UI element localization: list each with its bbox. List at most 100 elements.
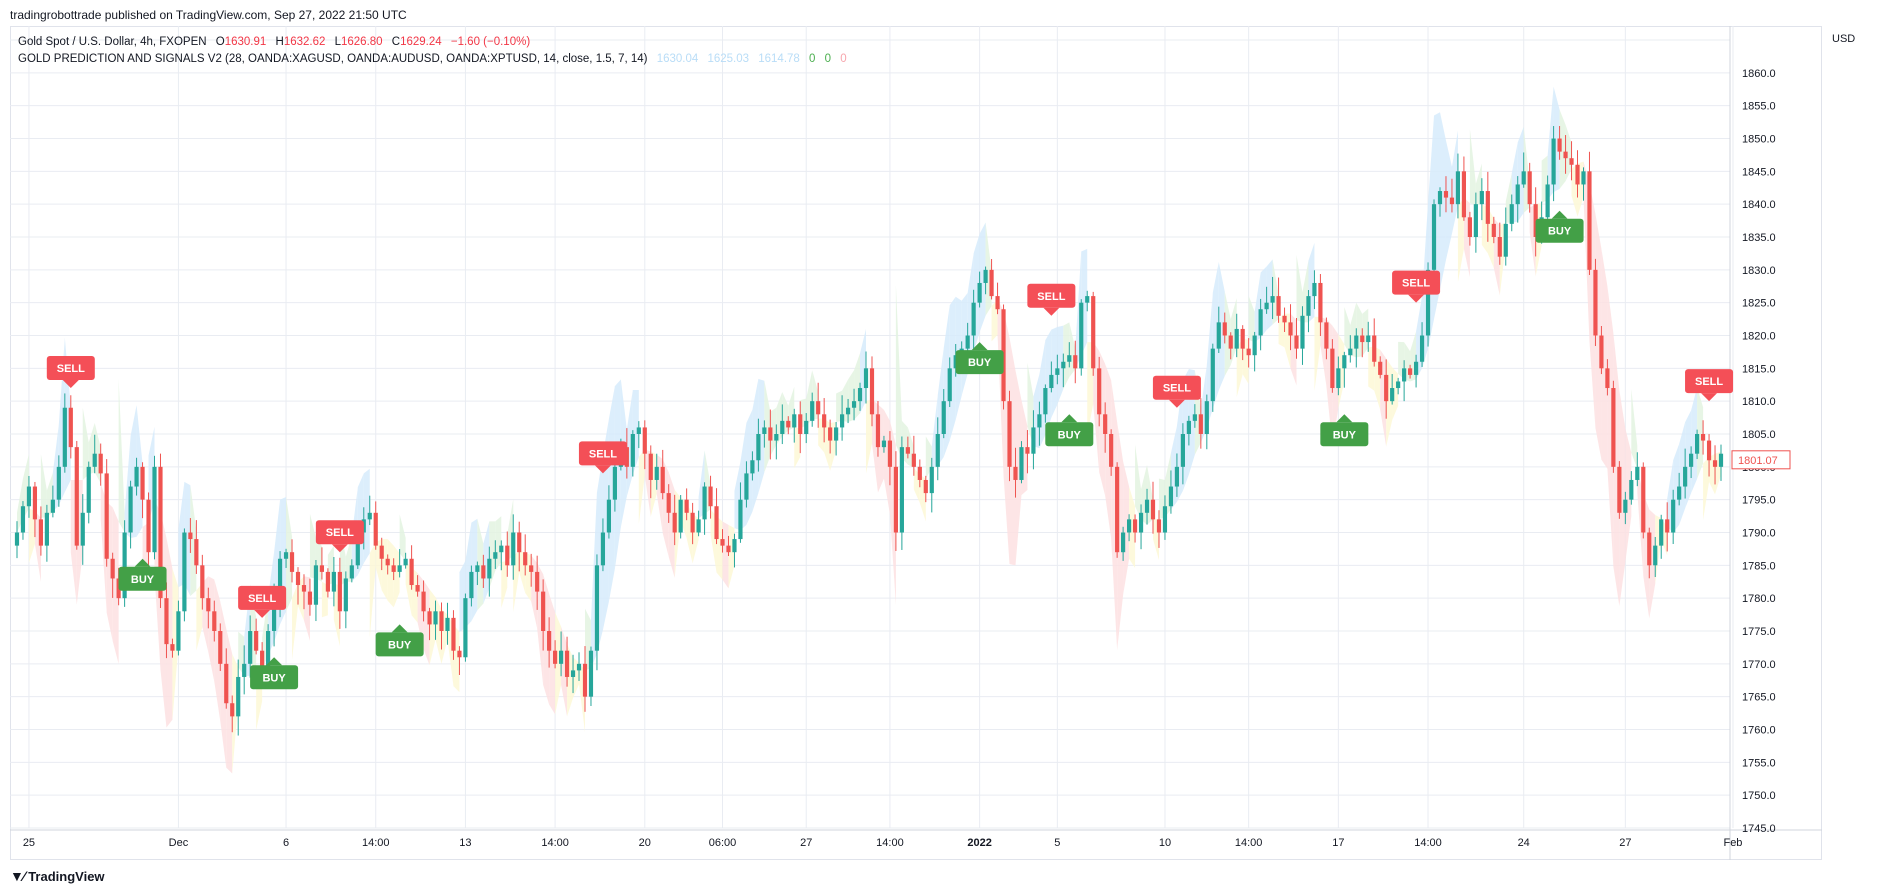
candle: [911, 435, 916, 476]
candle: [1330, 339, 1335, 393]
candle: [1683, 448, 1688, 499]
candle: [1605, 359, 1610, 396]
legend-indicator-row: GOLD PREDICTION AND SIGNALS V2 (28, OAND…: [18, 51, 847, 68]
indicator-name[interactable]: GOLD PREDICTION AND SIGNALS V2 (28, OAND…: [18, 53, 648, 65]
candle-body: [1025, 447, 1030, 454]
candle: [319, 547, 325, 580]
symbol-name[interactable]: Gold Spot / U.S. Dollar, 4h, FXOPEN: [18, 36, 207, 48]
time-tick-label: Dec: [169, 837, 189, 849]
band-segment: [979, 222, 986, 333]
candle-body: [828, 427, 833, 441]
candle-body: [881, 440, 887, 448]
candle-body: [1264, 302, 1269, 310]
candle-body: [1408, 368, 1413, 375]
price-tick-label: 1775.0: [1742, 626, 1776, 638]
signal-box: [578, 441, 627, 466]
candle: [558, 631, 564, 677]
signal-arrow: [134, 558, 151, 567]
candle: [1354, 328, 1359, 368]
signal-label: BUY: [968, 357, 992, 369]
tradingview-brand[interactable]: ▼⁄ TradingView: [10, 868, 105, 884]
candle: [965, 322, 970, 356]
candle-body: [1342, 355, 1347, 369]
candle-body: [164, 598, 169, 645]
candle: [1270, 276, 1275, 320]
candle-body: [1599, 335, 1604, 369]
band-segment: [638, 449, 645, 524]
candle: [283, 548, 289, 568]
candle: [1264, 286, 1269, 314]
candle: [1581, 167, 1586, 201]
candle-body: [917, 466, 922, 480]
band-segment: [94, 422, 101, 484]
signal-arrow: [1408, 294, 1425, 303]
candle-body: [32, 486, 38, 520]
candle: [606, 485, 612, 539]
candle: [738, 482, 743, 543]
candle-body: [248, 631, 253, 664]
price-chart[interactable]: SELL BUY BUY SELL SELL BUY SELL BUY SELL BUY SELL B…: [10, 26, 1822, 860]
band-segment: [1631, 389, 1638, 470]
candle-body: [845, 407, 851, 415]
candle-body: [911, 453, 916, 467]
band-segment: [883, 409, 890, 515]
time-tick-label: 14:00: [362, 837, 390, 849]
candle-body: [1300, 315, 1305, 349]
price-tick-label: 1825.0: [1742, 298, 1776, 310]
last-price-badge: 1801.07: [1731, 450, 1791, 470]
legend-symbol-row: Gold Spot / U.S. Dollar, 4h, FXOPEN O163…: [18, 34, 847, 51]
signal-label: BUY: [262, 672, 286, 684]
signal-arrow: [254, 609, 271, 618]
candle: [1396, 377, 1401, 395]
candle-body: [266, 631, 271, 677]
candle-body: [200, 565, 205, 599]
signal-label: SELL: [1037, 291, 1065, 303]
candle-body: [230, 703, 235, 717]
candle-body: [158, 466, 163, 599]
candle-body: [714, 506, 719, 540]
candle-body: [1479, 191, 1484, 205]
candle-body: [893, 466, 898, 533]
band-segment: [561, 626, 568, 717]
candle-body: [1671, 499, 1676, 533]
sell-signal: SELL: [578, 441, 627, 474]
candle-body: [475, 565, 480, 572]
candle: [1575, 150, 1580, 198]
candle-body: [427, 611, 432, 625]
candle: [349, 559, 354, 583]
candle: [1234, 313, 1239, 358]
band-segment: [136, 405, 143, 537]
candle: [367, 495, 372, 526]
candle: [373, 501, 378, 550]
candle-body: [1216, 322, 1221, 349]
candle-body: [38, 519, 43, 546]
candle-body: [1306, 296, 1311, 316]
candle: [582, 646, 588, 712]
time-tick-label: 24: [1518, 837, 1530, 849]
candle-body: [260, 650, 265, 677]
candle-body: [1449, 197, 1455, 205]
candle: [840, 395, 845, 441]
candle: [822, 398, 827, 443]
candle-body: [762, 427, 767, 434]
candle: [1461, 156, 1467, 221]
band-segment: [1069, 322, 1076, 378]
candle: [762, 420, 767, 448]
band-segment: [1129, 486, 1136, 568]
candle-body: [307, 591, 313, 605]
signal-box: [46, 356, 95, 381]
candle: [182, 528, 187, 622]
candle-body: [1402, 368, 1407, 382]
candle: [828, 419, 833, 454]
candle-body: [379, 545, 384, 559]
candle: [971, 289, 976, 350]
candle-body: [774, 434, 779, 441]
candle-body: [630, 434, 635, 467]
candle: [1706, 434, 1712, 477]
candle: [397, 549, 402, 578]
candle-body: [1593, 269, 1598, 336]
candle: [1025, 430, 1030, 474]
candle: [1665, 502, 1670, 552]
candle: [1306, 290, 1311, 333]
candle: [1431, 199, 1437, 282]
